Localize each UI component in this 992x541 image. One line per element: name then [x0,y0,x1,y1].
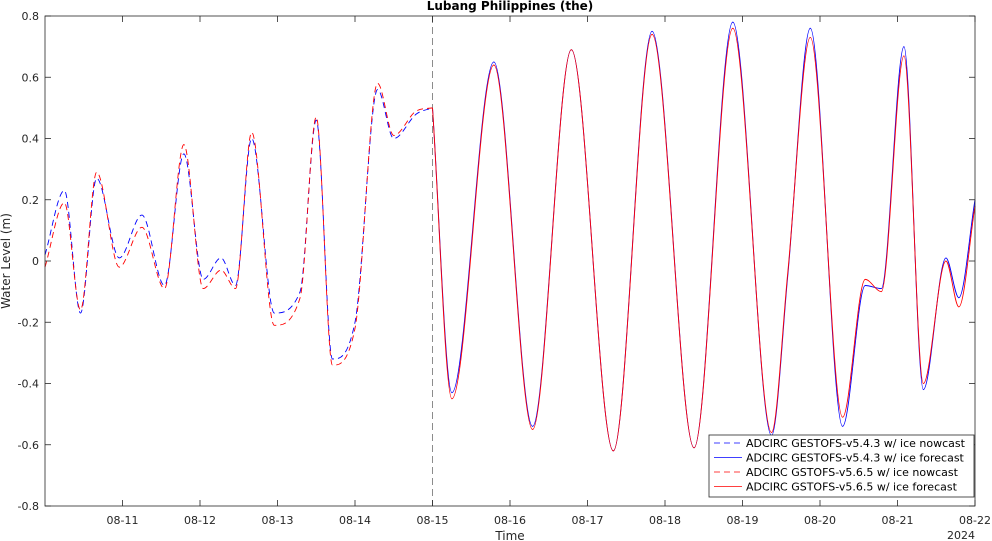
x-tick-label: 08-21 [882,514,914,527]
y-tick-label: 0 [32,255,39,268]
y-tick-label: 0.8 [22,10,40,23]
y-tick-label: -0.6 [18,439,39,452]
y-axis-label: Water Level (m) [0,213,13,309]
legend-label-gstofs-forecast: ADCIRC GSTOFS-v5.6.5 w/ ice forecast [746,481,958,494]
gestofs-forecast-line [432,21,976,452]
legend: ADCIRC GESTOFS-v5.4.3 w/ ice nowcast ADC… [708,434,975,498]
gstofs-nowcast-line [44,82,433,366]
y-tick-label: -0.8 [18,500,39,513]
x-tick-label: 08-18 [649,514,681,527]
x-tick-label: 08-15 [417,514,449,527]
x-tick-label: 08-12 [184,514,216,527]
y-axis: -0.8 -0.6 -0.4 -0.2 0 0.2 0.4 0.6 0.8 [18,10,975,513]
x-tick-label: 08-20 [804,514,836,527]
x-tick-label: 08-13 [262,514,294,527]
x-tick-label: 08-17 [572,514,604,527]
chart-title: Lubang Philippines (the) [427,0,594,13]
legend-label-gstofs-nowcast: ADCIRC GSTOFS-v5.6.5 w/ ice nowcast [746,466,959,479]
x-tick-label: 08-14 [339,514,371,527]
x-tick-label: 08-19 [727,514,759,527]
x-tick-label: 08-16 [494,514,526,527]
y-tick-label: 0.6 [22,71,40,84]
year-label: 2024 [947,529,975,541]
y-tick-label: -0.4 [18,378,39,391]
x-tick-label: 08-11 [107,514,139,527]
y-tick-label: 0.2 [22,194,40,207]
series-group [44,21,976,452]
x-axis-label: Time [494,529,524,541]
y-tick-label: -0.2 [18,316,39,329]
y-tick-label: 0.4 [22,133,40,146]
gstofs-forecast-line [432,27,976,452]
x-tick-label: 08-22 [959,514,991,527]
legend-box [708,434,975,498]
plot-area [45,16,975,506]
x-axis: 08-11 08-12 08-13 08-14 08-15 08-16 08-17 08-18… [107,16,991,527]
legend-label-gestofs-nowcast: ADCIRC GESTOFS-v5.4.3 w/ ice nowcast [746,437,966,450]
gestofs-nowcast-line [44,89,433,360]
legend-label-gestofs-forecast: ADCIRC GESTOFS-v5.4.3 w/ ice forecast [746,452,965,465]
